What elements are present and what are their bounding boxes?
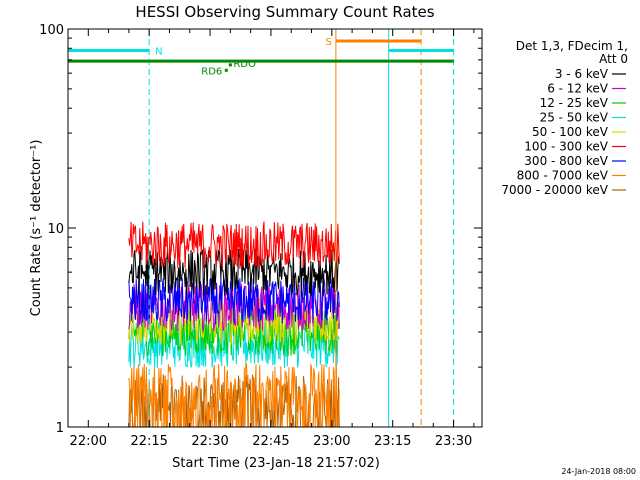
flag-label-0: N: [155, 46, 162, 57]
series-trace-6: [128, 276, 340, 325]
y-axis-label: Count Rate (s⁻¹ detector⁻¹): [29, 140, 44, 317]
y-tick-label-1: 10: [47, 222, 64, 237]
x-tick-label-3: 22:45: [252, 434, 289, 449]
flag-marker-label-0: RD6: [201, 66, 222, 77]
flag-label-1: S: [326, 37, 332, 48]
legend-label-1: 6 - 12 keV: [547, 82, 609, 96]
legend-header-1: Att 0: [599, 52, 628, 66]
legend-label-8: 7000 - 20000 keV: [501, 183, 608, 197]
y-tick-label-2: 100: [39, 23, 64, 38]
x-tick-label-0: 22:00: [70, 434, 107, 449]
x-tick-label-1: 22:15: [130, 434, 167, 449]
flag-marker-label-1: RDO: [233, 59, 256, 70]
legend-label-0: 3 - 6 keV: [555, 67, 609, 81]
legend-label-6: 300 - 800 keV: [524, 154, 608, 168]
series-trace-8: [128, 374, 340, 428]
legend-label-4: 50 - 100 keV: [532, 125, 609, 139]
legend-label-7: 800 - 7000 keV: [517, 169, 609, 183]
series-trace-5: [128, 221, 340, 269]
x-tick-label-5: 23:15: [374, 434, 411, 449]
legend-label-5: 100 - 300 keV: [524, 140, 608, 154]
x-axis-label: Start Time (23-Jan-18 21:57:02): [172, 456, 380, 471]
legend-label-3: 25 - 50 keV: [540, 111, 609, 125]
chart-title: HESSI Observing Summary Count Rates: [135, 3, 434, 21]
legend-header-0: Det 1,3, FDecim 1,: [516, 39, 628, 53]
x-tick-label-2: 22:30: [191, 434, 228, 449]
x-tick-label-4: 23:00: [313, 434, 350, 449]
legend-label-2: 12 - 25 keV: [540, 96, 609, 110]
x-tick-label-6: 23:30: [435, 434, 472, 449]
y-tick-label-0: 1: [56, 421, 64, 436]
date-stamp: 24-Jan-2018 08:00: [561, 467, 636, 476]
flag-marker-0: [224, 68, 228, 72]
flag-marker-1: [228, 63, 232, 67]
series-trace-1: [128, 283, 340, 331]
